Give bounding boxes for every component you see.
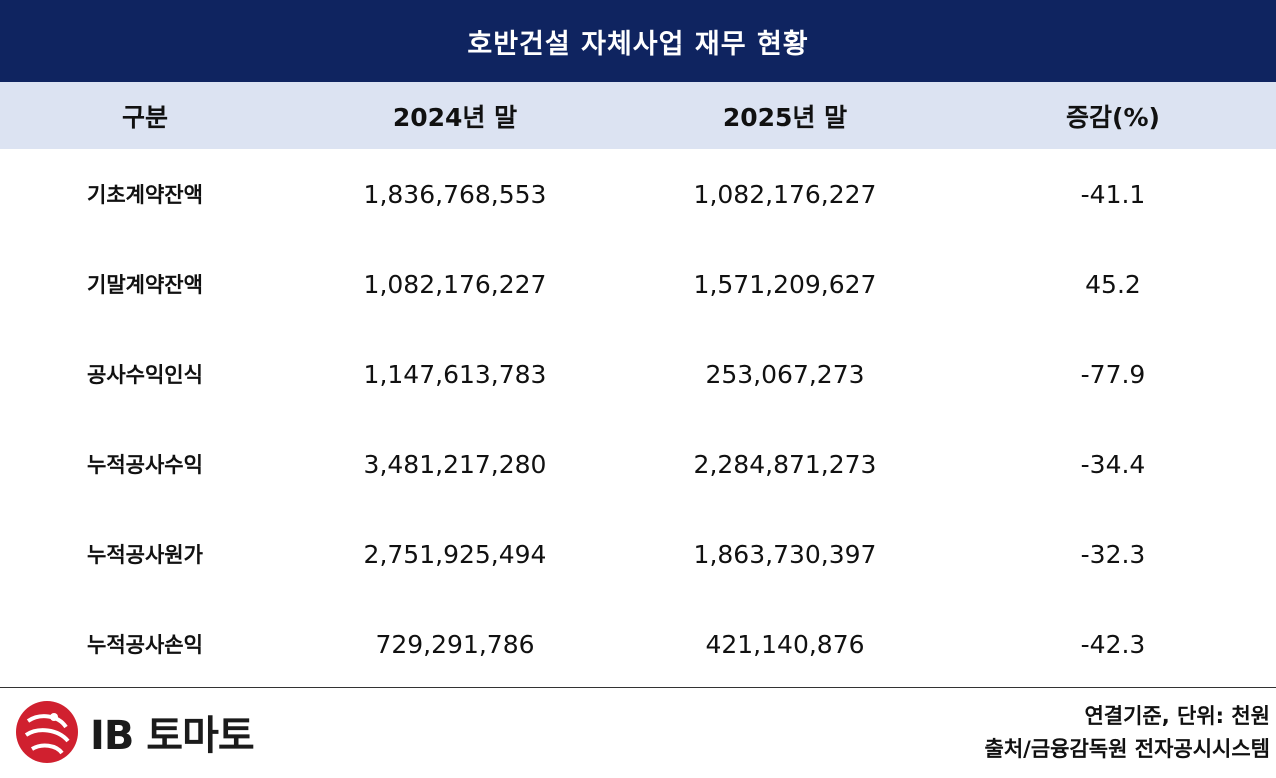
- footer-divider: [0, 687, 1276, 688]
- table-row: 누적공사수익 3,481,217,280 2,284,871,273 -34.4: [0, 419, 1276, 509]
- cell-2025: 1,082,176,227: [693, 179, 877, 209]
- table-row: 기초계약잔액 1,836,768,553 1,082,176,227 -41.1: [0, 149, 1276, 239]
- tomato-logo-icon: [16, 701, 78, 763]
- header-2024: 2024년 말: [392, 102, 518, 132]
- header-2025: 2025년 말: [722, 102, 848, 132]
- table-row: 기말계약잔액 1,082,176,227 1,571,209,627 45.2: [0, 239, 1276, 329]
- source-note: 출처/금융감독원 전자공시시스템: [984, 737, 1270, 761]
- row-label: 공사수익인식: [87, 363, 203, 387]
- cell-2025: 1,571,209,627: [693, 269, 877, 299]
- cell-2024: 1,082,176,227: [363, 269, 547, 299]
- row-label: 누적공사수익: [87, 453, 203, 477]
- cell-change: 45.2: [1085, 269, 1141, 299]
- table-row: 공사수익인식 1,147,613,783 253,067,273 -77.9: [0, 329, 1276, 419]
- table-body: 기초계약잔액 1,836,768,553 1,082,176,227 -41.1…: [0, 149, 1276, 689]
- row-label: 누적공사원가: [87, 543, 203, 567]
- table-row: 누적공사원가 2,751,925,494 1,863,730,397 -32.3: [0, 509, 1276, 599]
- cell-2025: 253,067,273: [705, 359, 865, 389]
- header-category: 구분: [121, 102, 168, 132]
- cell-change: -41.1: [1080, 179, 1146, 209]
- ib-tomato-logo: IB 토마토: [14, 697, 255, 767]
- cell-2024: 729,291,786: [375, 629, 535, 659]
- row-label: 누적공사손익: [87, 633, 203, 657]
- cell-change: -42.3: [1080, 629, 1146, 659]
- header-change: 증감(%): [1066, 102, 1160, 132]
- cell-change: -34.4: [1080, 449, 1146, 479]
- cell-2025: 2,284,871,273: [693, 449, 877, 479]
- cell-2025: 1,863,730,397: [693, 539, 877, 569]
- cell-change: -32.3: [1080, 539, 1146, 569]
- cell-2024: 3,481,217,280: [363, 449, 547, 479]
- row-label: 기초계약잔액: [87, 183, 203, 207]
- cell-2024: 1,147,613,783: [363, 359, 547, 389]
- footer-notes: 연결기준, 단위: 천원 출처/금융감독원 전자공시시스템: [985, 700, 1270, 766]
- cell-change: -77.9: [1080, 359, 1146, 389]
- table-header-row: 구분 2024년 말 2025년 말 증감(%): [0, 82, 1276, 149]
- cell-2024: 1,836,768,553: [363, 179, 547, 209]
- table-title: 호반건설 자체사업 재무 현황: [0, 0, 1276, 82]
- table-row: 누적공사손익 729,291,786 421,140,876 -42.3: [0, 599, 1276, 689]
- cell-2025: 421,140,876: [705, 629, 865, 659]
- basis-note: 연결기준, 단위: 천원: [1084, 704, 1270, 728]
- cell-2024: 2,751,925,494: [363, 539, 547, 569]
- row-label: 기말계약잔액: [87, 273, 203, 297]
- logo-text: IB 토마토: [90, 713, 255, 759]
